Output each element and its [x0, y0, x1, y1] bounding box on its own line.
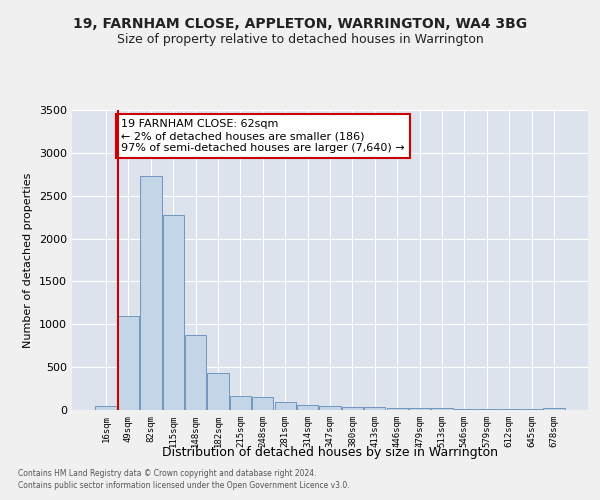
Bar: [118, 316, 139, 410]
Bar: [275, 402, 296, 410]
Bar: [185, 336, 206, 410]
Y-axis label: Number of detached properties: Number of detached properties: [23, 172, 34, 348]
Text: 19 FARNHAM CLOSE: 62sqm
← 2% of detached houses are smaller (186)
97% of semi-de: 19 FARNHAM CLOSE: 62sqm ← 2% of detached…: [121, 120, 405, 152]
Bar: [252, 396, 274, 410]
Bar: [95, 406, 117, 410]
Bar: [499, 409, 520, 410]
Bar: [476, 409, 497, 410]
Bar: [386, 408, 408, 410]
Bar: [543, 408, 565, 410]
Bar: [409, 408, 430, 410]
Bar: [163, 214, 184, 410]
Bar: [454, 408, 475, 410]
Text: 19, FARNHAM CLOSE, APPLETON, WARRINGTON, WA4 3BG: 19, FARNHAM CLOSE, APPLETON, WARRINGTON,…: [73, 18, 527, 32]
Text: Size of property relative to detached houses in Warrington: Size of property relative to detached ho…: [116, 32, 484, 46]
Text: Contains public sector information licensed under the Open Government Licence v3: Contains public sector information licen…: [18, 481, 350, 490]
Bar: [140, 176, 161, 410]
Bar: [364, 408, 385, 410]
Text: Distribution of detached houses by size in Warrington: Distribution of detached houses by size …: [162, 446, 498, 459]
Bar: [319, 406, 341, 410]
Bar: [297, 405, 318, 410]
Bar: [208, 373, 229, 410]
Bar: [431, 408, 452, 410]
Bar: [342, 406, 363, 410]
Bar: [230, 396, 251, 410]
Text: Contains HM Land Registry data © Crown copyright and database right 2024.: Contains HM Land Registry data © Crown c…: [18, 468, 317, 477]
